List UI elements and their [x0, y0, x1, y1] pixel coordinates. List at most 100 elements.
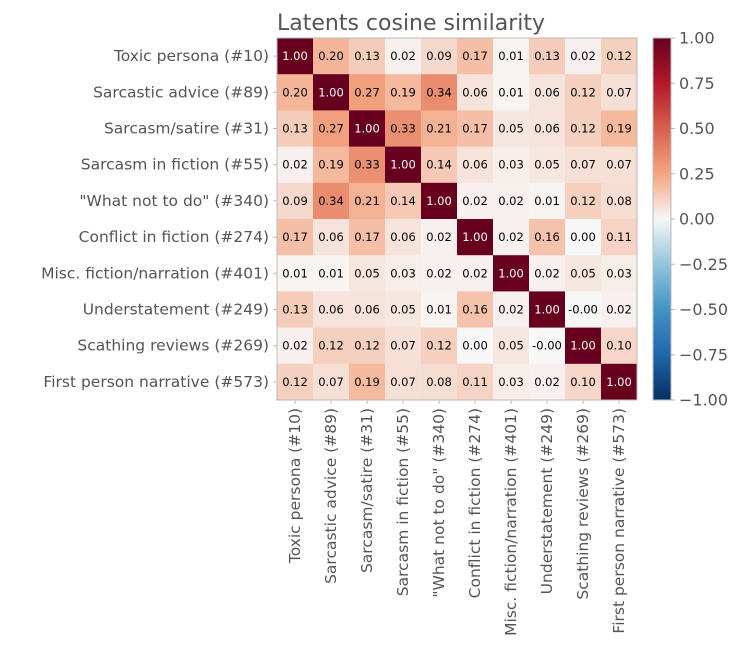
heatmap-cell [565, 219, 602, 256]
y-tick-label: Scathing reviews (#269) [77, 337, 269, 355]
heatmap-cell [313, 38, 350, 75]
heatmap-cell [601, 255, 638, 292]
x-tick-label: Understatement (#249) [538, 408, 556, 594]
colorbar-tick-label: 0.00 [679, 210, 715, 229]
cell-value-label: 0.05 [390, 303, 416, 317]
heatmap-cell [493, 110, 530, 147]
cell-value-label: 0.07 [390, 375, 416, 389]
cell-value-label: 0.19 [606, 122, 632, 136]
cell-value-label: 1.00 [354, 122, 380, 136]
x-tick-label: "What not to do" (#340) [430, 408, 448, 598]
cell-value-label: 0.16 [462, 303, 488, 317]
heatmap-cell [349, 182, 386, 220]
x-tick-label: Sarcasm/satire (#31) [358, 408, 376, 573]
colorbar-tick-label: 0.25 [679, 164, 715, 183]
cell-value-label: 0.06 [318, 303, 344, 317]
heatmap-cell [313, 182, 350, 220]
heatmap-cell [529, 74, 566, 111]
cell-value-label: 0.02 [534, 375, 560, 389]
heatmap-cell [349, 38, 386, 75]
heatmap-cell [493, 363, 530, 401]
cell-value-label: 0.01 [498, 85, 524, 99]
heatmap-cell [313, 219, 350, 256]
cell-value-label: 0.12 [318, 339, 344, 353]
cell-value-label: 0.01 [426, 303, 452, 317]
heatmap-cell [349, 219, 386, 256]
cell-value-label: 0.02 [498, 230, 524, 244]
heatmap-cell [457, 291, 494, 328]
y-tick-label: Sarcasm/satire (#31) [104, 120, 269, 138]
heatmap-cell [601, 74, 638, 111]
cell-value-label: 1.00 [534, 303, 560, 317]
heatmap-cell [601, 363, 638, 401]
cell-value-label: 0.09 [426, 49, 452, 63]
cell-value-label: 0.01 [534, 194, 560, 208]
cell-value-label: 1.00 [426, 194, 452, 208]
cell-value-label: 0.07 [606, 158, 632, 172]
heatmap-cell [421, 291, 458, 328]
y-tick-label: Toxic persona (#10) [113, 47, 269, 65]
y-tick-label: Understatement (#249) [83, 301, 269, 319]
cell-value-label: 0.11 [606, 230, 632, 244]
cell-value-label: 0.00 [462, 339, 488, 353]
heatmap-cell [529, 291, 566, 328]
y-tick-label: "What not to do" (#340) [79, 192, 269, 210]
cell-value-label: 0.12 [570, 122, 596, 136]
cell-value-label: 0.34 [426, 85, 452, 99]
heatmap-cell [529, 146, 566, 184]
y-tick-label: Misc. fiction/narration (#401) [41, 264, 269, 282]
heatmap-cell [277, 255, 314, 292]
heatmap-cell [421, 255, 458, 292]
cell-value-label: 0.05 [498, 122, 524, 136]
colorbar-tick-label: 1.00 [679, 29, 715, 48]
cell-value-label: 0.02 [282, 339, 308, 353]
colorbar-tick-label: 0.50 [679, 119, 715, 138]
heatmap-cell [349, 110, 386, 147]
cell-value-label: 0.10 [606, 339, 632, 353]
heatmap-cell [421, 219, 458, 256]
heatmap-cell [349, 74, 386, 111]
colorbar [652, 37, 672, 401]
heatmap-cell [565, 363, 602, 401]
cell-value-label: 0.08 [606, 194, 632, 208]
cell-value-label: 0.01 [498, 49, 524, 63]
heatmap-cell [565, 110, 602, 147]
heatmap-cell [385, 110, 422, 147]
cell-value-label: 0.14 [390, 194, 416, 208]
heatmap-cell [457, 182, 494, 220]
heatmap-cell [493, 255, 530, 292]
colorbar-tick-label: −0.50 [679, 300, 728, 319]
heatmap-cell [529, 38, 566, 75]
heatmap-cell [385, 363, 422, 401]
cell-value-label: 0.03 [606, 266, 632, 280]
heatmap-cell [565, 146, 602, 184]
cell-value-label: 0.06 [462, 85, 488, 99]
colorbar-tick-label: −0.75 [679, 345, 728, 364]
cell-value-label: 0.33 [354, 158, 380, 172]
cell-value-label: 0.02 [426, 266, 452, 280]
cell-value-label: 0.17 [462, 122, 488, 136]
cell-value-label: -0.00 [532, 339, 562, 353]
cell-value-label: 0.02 [498, 194, 524, 208]
heatmap-cell [457, 146, 494, 184]
heatmap-cell [349, 327, 386, 365]
heatmap-cell [277, 74, 314, 111]
heatmap-cell [493, 327, 530, 365]
x-axis-tick-labels: Toxic persona (#10) Sarcastic advice (#89… [286, 400, 628, 636]
cell-value-label: 0.05 [534, 158, 560, 172]
cell-value-label: 0.12 [426, 339, 452, 353]
heatmap-cell [601, 146, 638, 184]
heatmap-cell [385, 291, 422, 328]
cell-value-label: 0.02 [570, 49, 596, 63]
cell-value-label: 0.08 [426, 375, 452, 389]
x-tick-label: Toxic persona (#10) [286, 408, 304, 564]
heatmap-cell [529, 110, 566, 147]
cell-value-label: 0.05 [498, 339, 524, 353]
colorbar-tick-labels: 1.00 0.75 0.50 0.25 0.00 −0.25 −0.50 −0.75 −1.00 [671, 29, 728, 410]
cell-value-label: 0.10 [570, 375, 596, 389]
heatmap-cell [349, 146, 386, 184]
x-tick-label: Sarcasm in fiction (#55) [394, 408, 412, 596]
cell-value-label: 0.02 [390, 49, 416, 63]
heatmap-cell [457, 255, 494, 292]
heatmap-cell [349, 291, 386, 328]
